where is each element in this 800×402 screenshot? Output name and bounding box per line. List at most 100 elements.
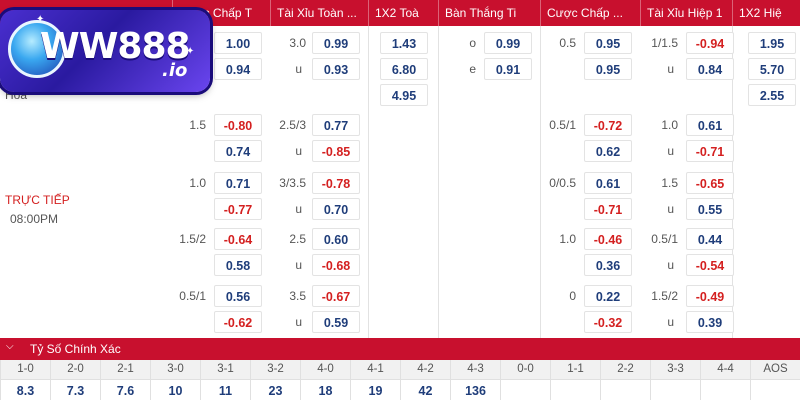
chevron-down-icon[interactable]: ⌵ bbox=[6, 341, 14, 352]
odds-cell[interactable]: -0.64 bbox=[214, 228, 262, 250]
score-odds-cell[interactable]: 11 bbox=[200, 380, 250, 400]
odds-cell[interactable]: 0.62 bbox=[584, 140, 632, 162]
odds-cell[interactable]: -0.71 bbox=[686, 140, 734, 162]
odds-cell[interactable]: -0.80 bbox=[214, 114, 262, 136]
score-odds-cell[interactable]: 18 bbox=[300, 380, 350, 400]
col-header-goals[interactable]: Bàn Thắng Ti bbox=[438, 0, 540, 26]
logo-emblem-icon bbox=[8, 20, 66, 78]
score-header: 3-0 bbox=[150, 360, 200, 379]
odds-cell[interactable]: 0.99 bbox=[484, 32, 532, 54]
odds-cell[interactable]: 0.77 bbox=[312, 114, 360, 136]
odds-cell[interactable]: 1.43 bbox=[380, 32, 428, 54]
score-odds-cell[interactable]: 7.3 bbox=[50, 380, 100, 400]
odds-cell[interactable]: -0.46 bbox=[584, 228, 632, 250]
odds-cell[interactable]: 0.61 bbox=[584, 172, 632, 194]
odds-cell[interactable]: 0.84 bbox=[686, 58, 734, 80]
score-odds-cell[interactable] bbox=[700, 380, 750, 400]
odds-cell[interactable]: 0.93 bbox=[312, 58, 360, 80]
odds-cell[interactable]: 0.56 bbox=[214, 285, 262, 307]
handicap-line: 1.5 bbox=[189, 118, 206, 132]
odds-cell[interactable]: 6.80 bbox=[380, 58, 428, 80]
score-header: 1-0 bbox=[0, 360, 50, 379]
score-odds-cell[interactable] bbox=[650, 380, 700, 400]
column-divider bbox=[438, 26, 439, 338]
score-header: 4-1 bbox=[350, 360, 400, 379]
odds-cell[interactable]: 0.22 bbox=[584, 285, 632, 307]
odds-cell[interactable]: 0.58 bbox=[214, 254, 262, 276]
odds-cell[interactable]: 0.44 bbox=[686, 228, 734, 250]
odds-cell[interactable]: -0.32 bbox=[584, 311, 632, 333]
odds-cell[interactable]: 0.59 bbox=[312, 311, 360, 333]
odds-cell[interactable]: -0.77 bbox=[214, 198, 262, 220]
odds-cell[interactable]: 1.95 bbox=[748, 32, 796, 54]
odds-cell[interactable]: 0.95 bbox=[584, 58, 632, 80]
odds-cell[interactable]: -0.71 bbox=[584, 198, 632, 220]
score-odds-cell[interactable]: 7.6 bbox=[100, 380, 150, 400]
half-handicap-line: 1.0 bbox=[559, 232, 576, 246]
under-label: u bbox=[295, 202, 302, 216]
odds-cell[interactable]: -0.72 bbox=[584, 114, 632, 136]
score-header: 2-1 bbox=[100, 360, 150, 379]
odds-cell[interactable]: 0.55 bbox=[686, 198, 734, 220]
odds-cell[interactable]: -0.94 bbox=[686, 32, 734, 54]
odds-cell[interactable]: -0.49 bbox=[686, 285, 734, 307]
col-header-half-over-under[interactable]: Tài Xỉu Hiệp 1 bbox=[640, 0, 732, 26]
handicap-line: 0.5/1 bbox=[179, 289, 206, 303]
logo-suffix-text: .io bbox=[162, 60, 188, 81]
odds-cell[interactable]: 0.60 bbox=[312, 228, 360, 250]
odds-cell[interactable]: 5.70 bbox=[748, 58, 796, 80]
odds-cell[interactable]: -0.65 bbox=[686, 172, 734, 194]
score-odds-cell[interactable] bbox=[500, 380, 550, 400]
odds-cell[interactable]: -0.62 bbox=[214, 311, 262, 333]
half-handicap-line: 0/0.5 bbox=[549, 176, 576, 190]
col-header-half-1x2[interactable]: 1X2 Hiệ bbox=[732, 0, 800, 26]
odds-cell[interactable]: 4.95 bbox=[380, 84, 428, 106]
odds-cell[interactable]: 0.94 bbox=[214, 58, 262, 80]
odds-cell[interactable]: 1.00 bbox=[214, 32, 262, 54]
col-header-over-under[interactable]: Tài Xỉu Toàn ... bbox=[270, 0, 368, 26]
score-header: 3-2 bbox=[250, 360, 300, 379]
score-header: 1-1 bbox=[550, 360, 600, 379]
odds-cell[interactable]: -0.68 bbox=[312, 254, 360, 276]
odds-cell[interactable]: 0.95 bbox=[584, 32, 632, 54]
over-under-line: 2.5 bbox=[289, 232, 306, 246]
odds-cell[interactable]: -0.85 bbox=[312, 140, 360, 162]
odds-cell[interactable]: 0.61 bbox=[686, 114, 734, 136]
under-label: u bbox=[295, 144, 302, 158]
handicap-line: 1.0 bbox=[189, 176, 206, 190]
half-handicap-line: 0 bbox=[569, 289, 576, 303]
handicap-line: 1.5/2 bbox=[179, 232, 206, 246]
odds-cell[interactable]: -0.67 bbox=[312, 285, 360, 307]
score-odds-cell[interactable]: 8.3 bbox=[0, 380, 50, 400]
half-over-under-line: 1/1.5 bbox=[651, 36, 678, 50]
half-over-under-line: 1.5/2 bbox=[651, 289, 678, 303]
correct-score-bar[interactable]: ⌵ Tỷ Số Chính Xác bbox=[0, 338, 800, 360]
under-label: u bbox=[295, 315, 302, 329]
odds-cell[interactable]: 0.99 bbox=[312, 32, 360, 54]
score-odds-cell[interactable]: 10 bbox=[150, 380, 200, 400]
score-odds-cell[interactable] bbox=[550, 380, 600, 400]
under-label: u bbox=[667, 62, 674, 76]
odds-cell[interactable]: 0.70 bbox=[312, 198, 360, 220]
score-header: 3-3 bbox=[650, 360, 700, 379]
score-odds-cell[interactable]: 42 bbox=[400, 380, 450, 400]
score-odds-cell[interactable]: 23 bbox=[250, 380, 300, 400]
odds-cell[interactable]: -0.78 bbox=[312, 172, 360, 194]
col-header-1x2[interactable]: 1X2 Toà bbox=[368, 0, 438, 26]
over-under-line: 3.5 bbox=[289, 289, 306, 303]
score-odds-cell[interactable] bbox=[600, 380, 650, 400]
odds-cell[interactable]: 0.39 bbox=[686, 311, 734, 333]
odds-cell[interactable]: 0.36 bbox=[584, 254, 632, 276]
score-odds-cell[interactable] bbox=[750, 380, 800, 400]
odds-cell[interactable]: 0.91 bbox=[484, 58, 532, 80]
odds-cell[interactable]: -0.54 bbox=[686, 254, 734, 276]
col-header-half-handicap[interactable]: Cược Chấp ... bbox=[540, 0, 640, 26]
score-odds-cell[interactable]: 19 bbox=[350, 380, 400, 400]
odds-cell[interactable]: 0.74 bbox=[214, 140, 262, 162]
column-divider bbox=[540, 26, 541, 338]
score-odds-cell[interactable]: 136 bbox=[450, 380, 500, 400]
odds-cell[interactable]: 2.55 bbox=[748, 84, 796, 106]
odd-label: o bbox=[469, 36, 476, 50]
odds-cell[interactable]: 0.71 bbox=[214, 172, 262, 194]
half-handicap-line: 0.5 bbox=[559, 36, 576, 50]
